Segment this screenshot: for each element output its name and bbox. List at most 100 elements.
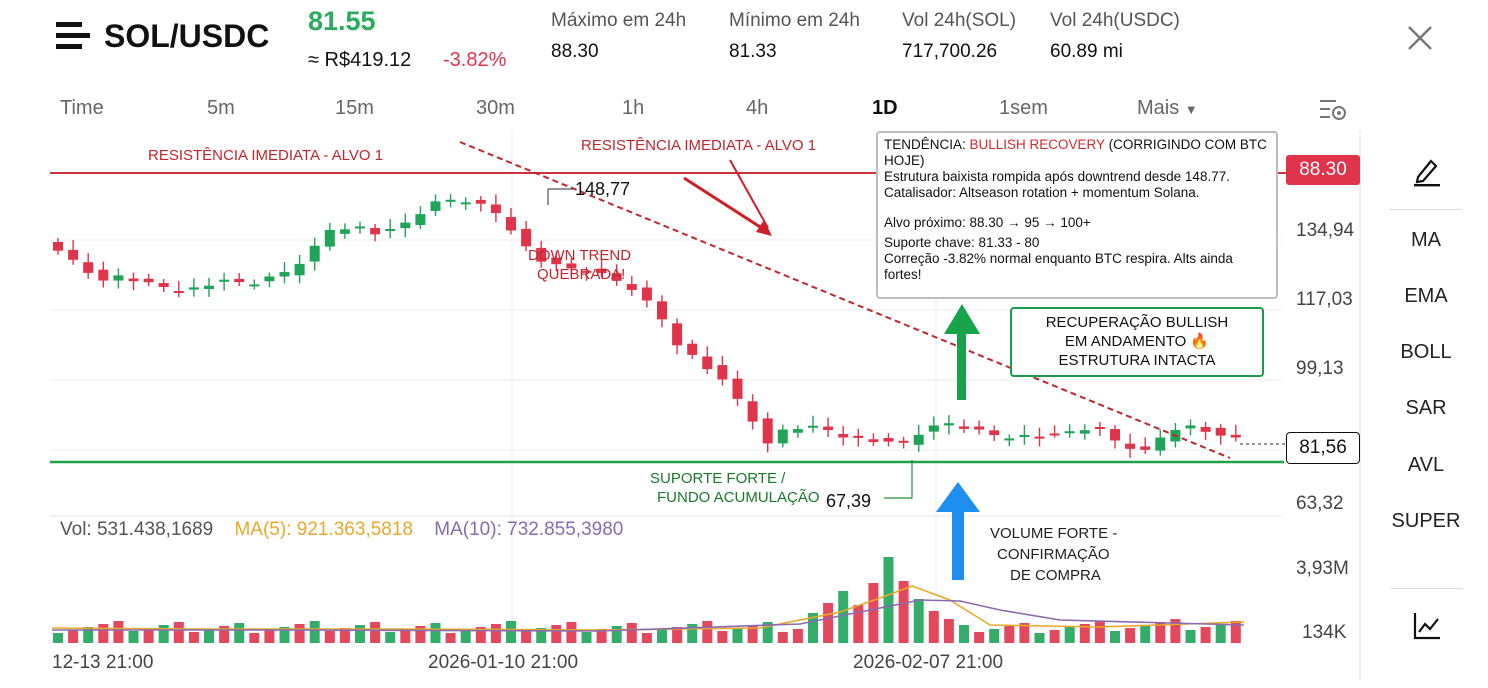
- volume-note-3: DE COMPRA: [1010, 567, 1101, 584]
- volume-bar: [219, 626, 230, 643]
- volume-bar: [687, 624, 698, 643]
- indicator-ma[interactable]: MA: [1411, 229, 1441, 251]
- volume-ma5-line: [51, 585, 1245, 631]
- candle-body: [1034, 436, 1045, 439]
- volume-bar: [415, 626, 426, 643]
- indicator-avl[interactable]: AVL: [1407, 454, 1445, 476]
- candle-body: [732, 378, 743, 399]
- candle-body: [219, 279, 230, 282]
- volume-bar: [83, 627, 94, 643]
- trend-suffix: (CORRIGINDO COM BTC HOJE): [884, 137, 1267, 168]
- recovery-callout: RECUPERAÇÃO BULLISH EM ANDAMENTO 🔥 ESTRU…: [1010, 307, 1264, 377]
- candle-body: [898, 440, 909, 443]
- candle-body: [611, 273, 622, 281]
- chart-settings-icon[interactable]: [1318, 96, 1348, 124]
- candle-body: [687, 343, 698, 355]
- indicator-chart-icon[interactable]: [1412, 611, 1442, 641]
- recovery-line-3: ESTRUTURA INTACTA: [1058, 352, 1216, 369]
- tab-15m[interactable]: 15m: [335, 97, 374, 119]
- volume-bar: [460, 630, 471, 643]
- volume-bar: [1155, 622, 1166, 643]
- volume-bar: [898, 581, 909, 643]
- candle-body: [626, 284, 637, 290]
- close-icon[interactable]: [1406, 24, 1434, 52]
- candle-body: [339, 229, 350, 234]
- y-tick-label: 117,03: [1296, 289, 1353, 310]
- indicator-super[interactable]: SUPER: [1391, 510, 1461, 532]
- volume-bar: [928, 611, 939, 643]
- tab-time[interactable]: Time: [60, 97, 104, 119]
- volume-bar: [294, 624, 305, 643]
- candles: [53, 193, 1241, 458]
- tab-30m[interactable]: 30m: [476, 97, 515, 119]
- volume-bar: [1230, 621, 1241, 643]
- volume-bar: [657, 630, 667, 643]
- pair-title[interactable]: SOL/USDC: [104, 18, 270, 54]
- volume-bar: [1049, 630, 1060, 643]
- divider: [1390, 209, 1462, 210]
- volume-bar: [1200, 627, 1211, 643]
- tab-1h[interactable]: 1h: [622, 97, 645, 119]
- draw-pen-icon[interactable]: [1412, 155, 1442, 187]
- volume-tick-label: 134K: [1302, 622, 1347, 643]
- candle-body: [158, 283, 169, 288]
- candle-body: [445, 199, 456, 202]
- candle-body: [234, 278, 245, 283]
- volume-bar: [521, 631, 532, 643]
- tab-more[interactable]: Mais ▼: [1137, 97, 1198, 120]
- tab-5m[interactable]: 5m: [207, 97, 235, 119]
- volume-bar: [1185, 630, 1196, 643]
- y-tick-label: 99,13: [1296, 358, 1344, 379]
- indicator-ema[interactable]: EMA: [1404, 285, 1448, 307]
- candle-body: [672, 323, 683, 346]
- candle-body: [143, 278, 154, 283]
- candle-body: [581, 270, 592, 273]
- x-tick-label: 12-13 21:00: [52, 652, 154, 673]
- candle-body: [188, 287, 199, 290]
- volume-note-1: VOLUME FORTE -: [990, 525, 1118, 542]
- chevron-down-icon: ▼: [1184, 102, 1198, 117]
- volume-legend: Vol: 531.438,1689 MA(5): 921.363,5818 MA…: [60, 519, 623, 541]
- infobox-line-2: Estrutura baixista rompida após downtren…: [884, 169, 1230, 184]
- volume-bar: [188, 632, 199, 643]
- analysis-infobox: TENDÊNCIA: BULLISH RECOVERY (CORRIGINDO …: [876, 131, 1278, 299]
- green-arrow-head: [944, 304, 980, 334]
- volume-bar: [702, 621, 713, 643]
- tab-1d[interactable]: 1D: [872, 97, 898, 119]
- volume-bar: [1079, 624, 1090, 643]
- candle-body: [717, 365, 728, 380]
- volume-ma10-line: [52, 599, 1245, 632]
- candle-body: [1004, 438, 1015, 441]
- volume-bar: [445, 633, 456, 643]
- volume-bar: [913, 599, 924, 643]
- candle-body: [249, 284, 260, 287]
- candle-body: [702, 356, 713, 370]
- infobox-line-6: Correção -3.82% normal enquanto BTC resp…: [884, 251, 1233, 282]
- tab-4h[interactable]: 4h: [746, 97, 769, 119]
- candle-body: [913, 434, 924, 445]
- volume-note-2: CONFIRMAÇÃO: [997, 546, 1110, 563]
- menu-icon[interactable]: [56, 20, 90, 52]
- volume-bar: [370, 622, 381, 643]
- stat-vol-sol-label: Vol 24h(SOL): [902, 10, 1017, 31]
- ma10-value: MA(10): 732.855,3980: [434, 519, 624, 540]
- volume-bar: [355, 625, 365, 643]
- indicator-sar[interactable]: SAR: [1405, 397, 1447, 419]
- volume-bar: [98, 624, 109, 643]
- volume-bar: [339, 628, 350, 643]
- candle-body: [959, 426, 969, 429]
- candle-body: [943, 423, 954, 426]
- indicator-boll[interactable]: BOLL: [1400, 341, 1452, 363]
- downtrend-label-1: DOWN TREND: [528, 247, 632, 264]
- volume-bar: [868, 583, 879, 643]
- stat-vol-usdc-label: Vol 24h(USDC): [1050, 10, 1180, 31]
- candle-body: [475, 199, 486, 204]
- candle-body: [415, 214, 426, 225]
- y-tick-label: 63,32: [1296, 493, 1344, 514]
- candle-body: [279, 272, 290, 277]
- tab-1sem[interactable]: 1sem: [999, 97, 1048, 119]
- candle-body: [792, 429, 803, 433]
- volume-bar: [324, 631, 335, 643]
- low-marker: [884, 460, 913, 499]
